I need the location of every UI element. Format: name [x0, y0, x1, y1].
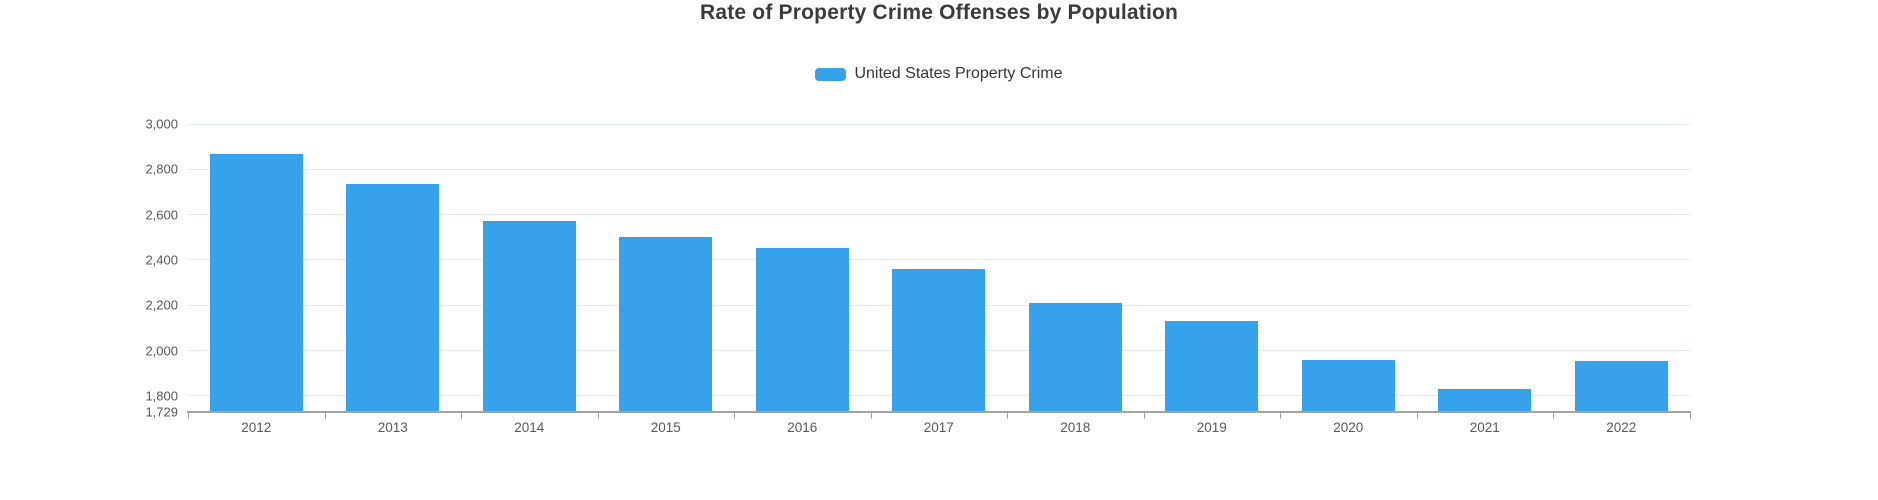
x-axis-tick — [597, 413, 599, 419]
x-axis-label-2022: 2022 — [1606, 420, 1637, 435]
x-axis-label-2021: 2021 — [1469, 420, 1500, 435]
gridline-2600 — [188, 214, 1690, 216]
y-axis-label-2000: 2,000 — [145, 343, 178, 359]
x-axis-line — [187, 411, 1691, 413]
bar-2018[interactable] — [1028, 303, 1122, 412]
y-axis-label-2600: 2,600 — [145, 207, 178, 223]
x-axis-label-2015: 2015 — [650, 420, 681, 435]
x-axis-tick — [1143, 413, 1145, 419]
x-axis-label-2019: 2019 — [1196, 420, 1227, 435]
bar-2012[interactable] — [209, 153, 303, 412]
x-axis-label-2012: 2012 — [241, 420, 272, 435]
x-axis-label-2020: 2020 — [1333, 420, 1364, 435]
x-axis-label-2017: 2017 — [923, 420, 954, 435]
y-axis-label-1800: 1,800 — [145, 388, 178, 404]
gridline-3000 — [188, 123, 1690, 125]
bar-2015[interactable] — [619, 237, 713, 412]
x-axis-label-2018: 2018 — [1060, 420, 1091, 435]
x-axis-tick — [1416, 413, 1418, 419]
legend-label: United States Property Crime — [854, 65, 1063, 82]
bar-2017[interactable] — [892, 268, 986, 412]
y-axis-label-3000: 3,000 — [145, 116, 178, 132]
x-axis-tick — [461, 413, 462, 419]
y-axis-label-2800: 2,800 — [145, 161, 178, 177]
legend-item[interactable]: United States Property Crime — [815, 65, 1063, 83]
y-axis-label-2200: 2,200 — [145, 297, 178, 313]
x-axis-tick — [870, 413, 872, 419]
chart-title: Rate of Property Crime Offenses by Popul… — [699, 1, 1179, 24]
bar-2013[interactable] — [346, 184, 440, 412]
x-axis-tick — [1553, 413, 1554, 419]
y-axis-min-label: 1,729 — [145, 404, 178, 420]
x-axis-tick — [188, 413, 189, 419]
legend: United States Property Crime — [0, 65, 1878, 83]
bar-2014[interactable] — [482, 220, 576, 412]
bar-2021[interactable] — [1438, 388, 1532, 412]
x-axis-tick — [734, 413, 735, 419]
x-axis-tick — [324, 413, 326, 419]
bar-2016[interactable] — [755, 248, 849, 412]
x-axis-tick — [1689, 413, 1691, 419]
bar-2022[interactable] — [1574, 360, 1668, 412]
gridline-2400 — [188, 259, 1690, 261]
x-axis-label-2014: 2014 — [514, 420, 545, 435]
y-axis-label-2400: 2,400 — [145, 252, 178, 268]
x-axis-label-2013: 2013 — [377, 420, 408, 435]
bar-2020[interactable] — [1301, 360, 1395, 412]
gridline-2800 — [188, 168, 1690, 170]
x-axis-tick — [1280, 413, 1281, 419]
legend-marker-icon — [815, 67, 847, 81]
x-axis-label-2016: 2016 — [787, 420, 818, 435]
bar-2019[interactable] — [1165, 321, 1259, 412]
x-axis-tick — [1007, 413, 1008, 419]
